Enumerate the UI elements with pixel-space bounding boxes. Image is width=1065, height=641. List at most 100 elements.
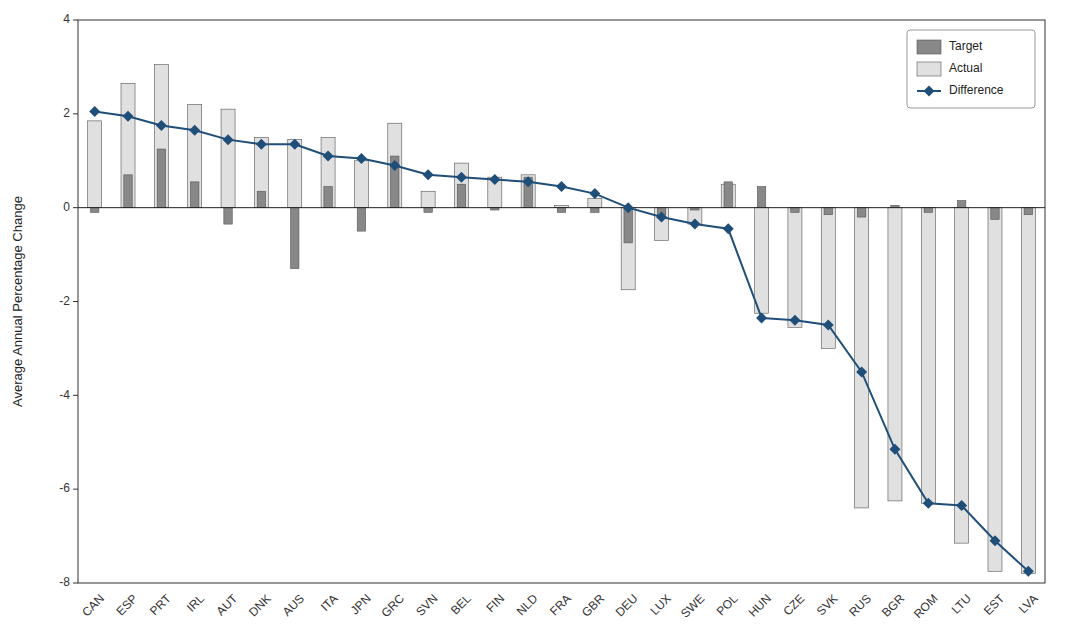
y-tick	[73, 301, 78, 302]
x-tick-label: NLD	[514, 591, 541, 618]
x-tick-label: AUS	[280, 591, 307, 618]
marker	[923, 498, 934, 509]
zero-line	[78, 207, 1045, 208]
x-tick-label: DEU	[613, 591, 641, 619]
marker	[656, 212, 667, 223]
bar	[288, 140, 302, 208]
bar	[388, 123, 402, 207]
bar	[921, 208, 935, 504]
plot-frame	[78, 20, 1045, 583]
bar	[557, 208, 565, 213]
x-tick-label: POL	[714, 591, 741, 618]
legend-label: Difference	[949, 83, 1004, 97]
marker	[589, 188, 600, 199]
bar	[424, 208, 432, 213]
x-tick-label: CZE	[780, 591, 807, 618]
bar	[454, 163, 468, 208]
y-tick	[73, 395, 78, 396]
bar	[757, 187, 765, 208]
marker	[489, 174, 500, 185]
y-tick-label: 2	[63, 106, 70, 120]
bar	[957, 201, 965, 208]
bar	[824, 208, 832, 215]
marker	[223, 134, 234, 145]
marker	[356, 153, 367, 164]
bar	[1021, 208, 1035, 574]
y-tick-label: 4	[63, 12, 70, 26]
bar	[655, 208, 669, 241]
marker	[689, 219, 700, 230]
marker	[156, 120, 167, 131]
bar	[457, 184, 465, 207]
marker	[556, 181, 567, 192]
x-tick-label: BEL	[448, 591, 474, 617]
bar	[988, 208, 1002, 572]
bar	[124, 175, 132, 208]
x-tick-label: PRT	[147, 591, 174, 618]
y-tick	[73, 20, 78, 21]
bar	[354, 161, 368, 208]
marker	[989, 535, 1000, 546]
bar	[291, 208, 299, 269]
x-axis: CANESPPRTIRLAUTDNKAUSITAJPNGRCSVNBELFINN…	[79, 591, 1040, 621]
bar	[224, 208, 232, 224]
marker	[123, 111, 134, 122]
bar	[621, 208, 635, 290]
bar	[755, 208, 769, 314]
y-tick-label: -8	[59, 575, 70, 589]
x-tick-label: IRL	[184, 591, 207, 614]
bar	[257, 191, 265, 207]
x-tick-label: ESP	[113, 591, 140, 618]
marker	[823, 319, 834, 330]
marker	[389, 160, 400, 171]
y-tick	[73, 207, 78, 208]
x-tick-label: ITA	[318, 591, 340, 613]
bar	[221, 109, 235, 208]
bar-series	[90, 149, 1032, 269]
y-tick	[73, 489, 78, 490]
bar	[857, 208, 865, 217]
x-tick-label: DNK	[246, 591, 274, 619]
line	[95, 111, 1029, 571]
legend: Target Actual Difference	[907, 30, 1035, 108]
x-tick-label: LUX	[647, 591, 673, 617]
bar	[991, 208, 999, 220]
x-tick-label: ROM	[911, 591, 941, 621]
bar	[1024, 208, 1032, 215]
y-axis: -8-6-4-2024	[59, 12, 78, 589]
chart-container: -8-6-4-2024Average Annual Percentage Cha…	[0, 0, 1065, 641]
marker	[956, 500, 967, 511]
x-tick-label: GBR	[579, 591, 608, 620]
bar	[90, 208, 98, 213]
x-tick-label: BGR	[879, 591, 908, 620]
bar	[121, 83, 135, 207]
bar	[821, 208, 835, 349]
bar	[591, 208, 599, 213]
marker	[623, 202, 634, 213]
x-tick-label: LVA	[1016, 591, 1041, 616]
bar	[421, 191, 435, 207]
marker	[723, 223, 734, 234]
legend-label: Target	[949, 39, 983, 53]
bar	[188, 104, 202, 207]
marker	[256, 139, 267, 150]
x-tick-label: FIN	[484, 591, 508, 615]
marker	[89, 106, 100, 117]
y-tick-label: -4	[59, 388, 70, 402]
bar	[724, 182, 732, 208]
bar	[924, 208, 932, 213]
legend-swatch	[917, 62, 941, 76]
x-tick-label: CAN	[79, 591, 107, 619]
chart-svg: -8-6-4-2024Average Annual Percentage Cha…	[0, 0, 1065, 641]
marker	[523, 176, 534, 187]
bar	[791, 208, 799, 213]
x-tick-label: JPN	[348, 591, 374, 617]
bar	[154, 65, 168, 208]
bar	[955, 208, 969, 543]
x-tick-label: HUN	[746, 591, 774, 619]
marker	[323, 151, 334, 162]
legend-label: Actual	[949, 61, 982, 75]
marker	[756, 312, 767, 323]
x-tick-label: FRA	[547, 591, 574, 618]
plot-background	[78, 20, 1045, 583]
